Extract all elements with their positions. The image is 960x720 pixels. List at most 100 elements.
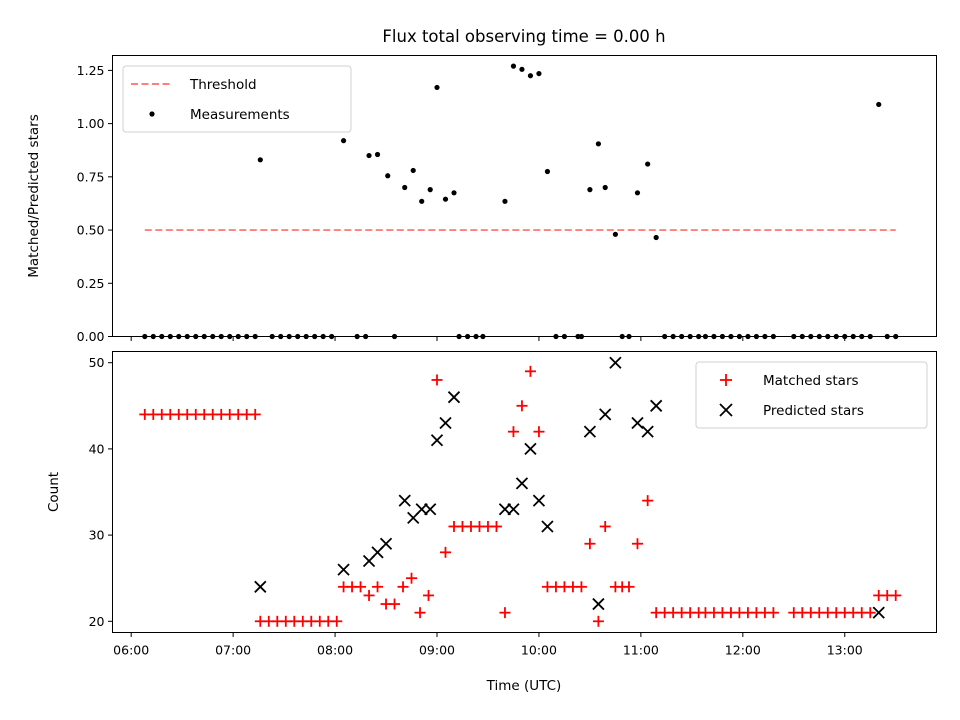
- matched-star-point: [575, 581, 587, 593]
- measurement-point: [634, 190, 641, 196]
- bottom-xtick-marks: [130, 632, 846, 637]
- measurement-point: [595, 141, 602, 147]
- bottom-panel: 20 30 40 50 06:00 07:00 08:00 09:00 10:00 11:00 1…: [46, 351, 937, 694]
- measurements-legend-swatch: [149, 111, 155, 117]
- predicted-star-point: [532, 494, 546, 507]
- matched-legend-label: Matched stars: [763, 373, 859, 389]
- top-ytick-label: 1.00: [77, 116, 105, 131]
- matched-star-point: [516, 400, 528, 412]
- bottom-ytick-label: 20: [89, 614, 105, 629]
- matched-star-point: [524, 365, 536, 377]
- predicted-star-point: [507, 503, 520, 516]
- measurement-point: [257, 157, 263, 163]
- matched-star-point: [331, 615, 343, 627]
- bottom-ytick-label: 40: [89, 441, 105, 456]
- predicted-star-point: [398, 494, 411, 507]
- matched-star-point: [406, 572, 418, 584]
- predicted-star-point: [541, 520, 554, 533]
- matched-star-point: [533, 426, 545, 438]
- predicted-star-point: [583, 425, 597, 438]
- matched-star-point: [355, 581, 367, 593]
- bottom-axes-frame: [112, 351, 937, 633]
- top-ylabel: Matched/Predicted stars: [26, 114, 42, 277]
- top-axes-frame: [112, 55, 937, 337]
- bottom-xtick-label: 11:00: [623, 643, 659, 658]
- matched-star-point: [363, 589, 375, 601]
- matched-star-point: [499, 607, 511, 619]
- predicted-star-point: [424, 503, 437, 516]
- measurement-point: [527, 73, 534, 79]
- measurement-point: [451, 190, 457, 196]
- measurement-point: [519, 66, 525, 72]
- measurement-point: [427, 187, 433, 193]
- predicted-star-point: [592, 597, 605, 611]
- measurement-point: [366, 152, 372, 159]
- predicted-star-point: [631, 416, 644, 430]
- measurement-point: [402, 184, 408, 191]
- matched-star-point: [439, 546, 451, 558]
- measurements-legend-label: Measurements: [190, 107, 290, 123]
- matched-legend-swatch: [720, 374, 732, 386]
- matched-star-point: [507, 426, 519, 438]
- bottom-xtick-labels: 06:00 07:00 08:00 09:00 10:00 11:00 12:00 13:00: [113, 643, 863, 658]
- matched-star-point: [249, 408, 261, 420]
- top-ytick-label: 0.50: [77, 223, 105, 238]
- bottom-xtick-label: 07:00: [215, 643, 251, 658]
- bottom-ytick-labels: 20 30 40 50: [89, 355, 105, 629]
- top-panel: Flux total observing time = 0.00 h 0.000…: [26, 27, 937, 344]
- measurement-point: [340, 138, 347, 144]
- measurement-point: [876, 101, 882, 108]
- top-ytick-label: 0.25: [77, 276, 105, 291]
- measurement-point: [653, 234, 659, 241]
- threshold-legend-label: Threshold: [189, 77, 257, 93]
- bottom-ytick-label: 30: [89, 528, 105, 543]
- top-ytick-label: 0.00: [77, 329, 105, 344]
- matched-star-point: [490, 520, 502, 532]
- matched-star-point: [397, 581, 409, 593]
- bottom-xtick-label: 12:00: [725, 643, 761, 658]
- bottom-xtick-label: 13:00: [827, 643, 863, 658]
- measurement-point: [612, 231, 618, 237]
- top-ytick-labels: 0.00 0.25 0.50 0.75 1.00 1.25: [77, 63, 105, 344]
- bottom-xtick-label: 06:00: [113, 643, 149, 658]
- bottom-legend: Matched stars Predicted stars: [695, 361, 928, 429]
- measurement-point: [587, 187, 593, 193]
- measurement-point: [510, 63, 517, 69]
- predicted-star-point: [447, 391, 461, 404]
- bottom-xtick-label: 09:00: [419, 643, 455, 658]
- predicted-star-point: [379, 537, 393, 550]
- measurement-point: [419, 198, 425, 204]
- top-legend: Threshold Measurements: [122, 65, 352, 133]
- matched-star-point: [864, 607, 876, 619]
- measurement-point: [374, 151, 381, 158]
- top-ytick-marks: [108, 69, 113, 337]
- bottom-plot-area: [139, 356, 902, 627]
- matched-star-point: [423, 589, 435, 601]
- measurement-point: [544, 168, 551, 175]
- predicted-star-point: [430, 434, 444, 447]
- top-title: Flux total observing time = 0.00 h: [382, 27, 665, 46]
- matched-star-point: [642, 495, 654, 507]
- predicted-star-point: [515, 477, 529, 490]
- predicted-star-point: [872, 606, 885, 619]
- matched-star-point: [890, 589, 902, 601]
- matched-star-point: [414, 607, 426, 619]
- top-ytick-label: 1.25: [77, 63, 105, 78]
- bottom-ytick-marks: [108, 362, 113, 622]
- predicted-star-point: [439, 416, 452, 430]
- measurement-point: [602, 184, 608, 191]
- measurement-point: [442, 196, 449, 202]
- predicted-star-point: [641, 425, 654, 438]
- predicted-star-point: [524, 442, 537, 456]
- measurement-point: [410, 167, 416, 174]
- bottom-legend-box: [695, 361, 928, 429]
- measurement-point: [385, 173, 391, 179]
- matched-star-point: [767, 607, 779, 619]
- predicted-star-point: [254, 580, 267, 593]
- matched-star-point: [431, 374, 443, 386]
- predicted-star-point: [609, 356, 622, 369]
- bottom-xtick-label: 08:00: [317, 643, 353, 658]
- top-ytick-label: 0.75: [77, 169, 105, 184]
- bottom-xlabel: Time (UTC): [486, 678, 562, 694]
